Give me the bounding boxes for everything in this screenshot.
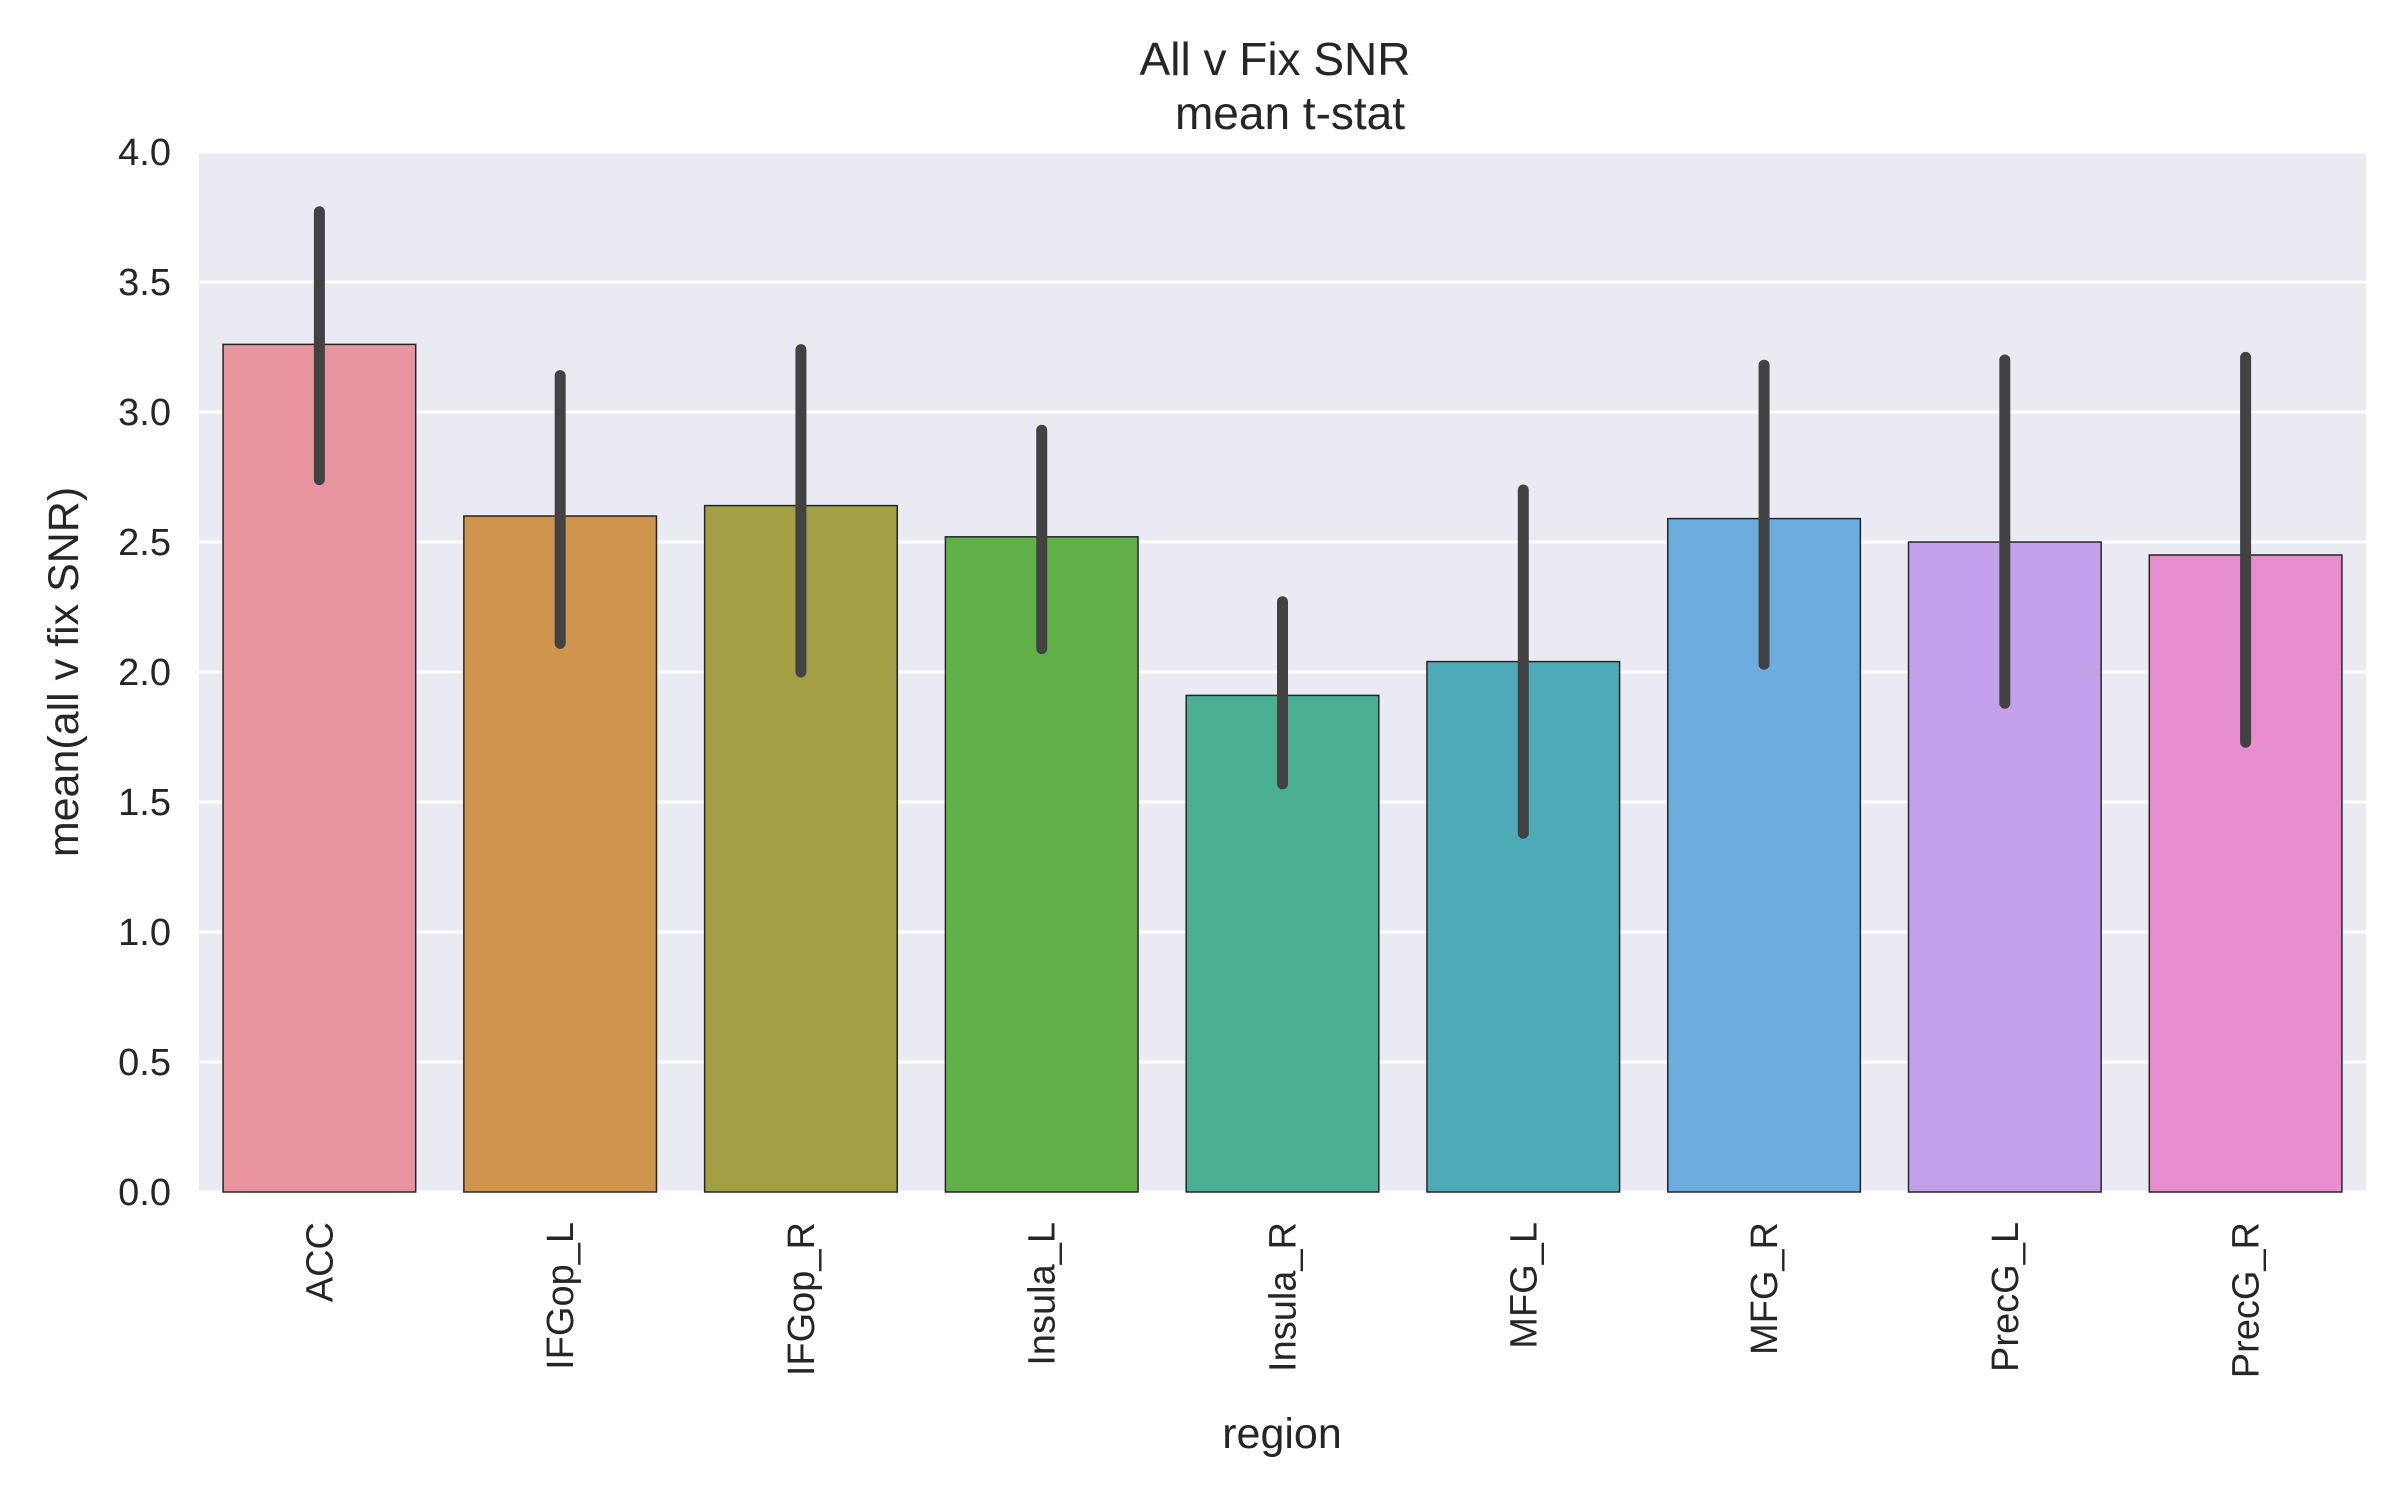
y-tick-label: 1.5 xyxy=(118,782,171,824)
x-tick-label: PrecG_L xyxy=(1985,1222,2027,1372)
x-tick-label: ACC xyxy=(299,1222,341,1302)
y-tick-label: 1.0 xyxy=(118,912,171,954)
y-tick-label: 3.5 xyxy=(118,262,171,304)
y-tick-label: 0.0 xyxy=(118,1172,171,1214)
y-tick-labels: 0.0 0.5 1.0 1.5 2.0 2.5 3.0 3.5 4.0 xyxy=(118,132,171,1214)
y-tick-label: 2.5 xyxy=(118,522,171,564)
y-tick-label: 3.0 xyxy=(118,392,171,434)
chart-title-line2: mean t-stat xyxy=(1175,87,1405,139)
y-tick-label: 0.5 xyxy=(118,1042,171,1084)
x-tick-label: MFG_R xyxy=(1744,1222,1786,1355)
error-bars xyxy=(313,206,2252,839)
y-axis-label: mean(all v fix SNR) xyxy=(40,487,88,857)
x-tick-label: MFG_L xyxy=(1503,1222,1545,1349)
x-tick-label: IFGop_R xyxy=(781,1222,823,1376)
chart-title-line1: All v Fix SNR xyxy=(1140,33,1411,85)
y-tick-label: 4.0 xyxy=(118,132,171,174)
y-tick-label: 2.0 xyxy=(118,652,171,694)
x-tick-label: IFGop_L xyxy=(540,1222,582,1370)
x-tick-labels: ACC IFGop_L IFGop_R Insula_L Insula_R MFG_L MF… xyxy=(299,1222,2267,1378)
x-tick-label: PrecG_R xyxy=(2226,1222,2268,1378)
x-tick-label: Insula_L xyxy=(1022,1222,1064,1366)
x-axis-label: region xyxy=(1222,1410,1342,1458)
bar-acc xyxy=(222,343,417,1193)
x-tick-label: Insula_R xyxy=(1263,1222,1305,1372)
